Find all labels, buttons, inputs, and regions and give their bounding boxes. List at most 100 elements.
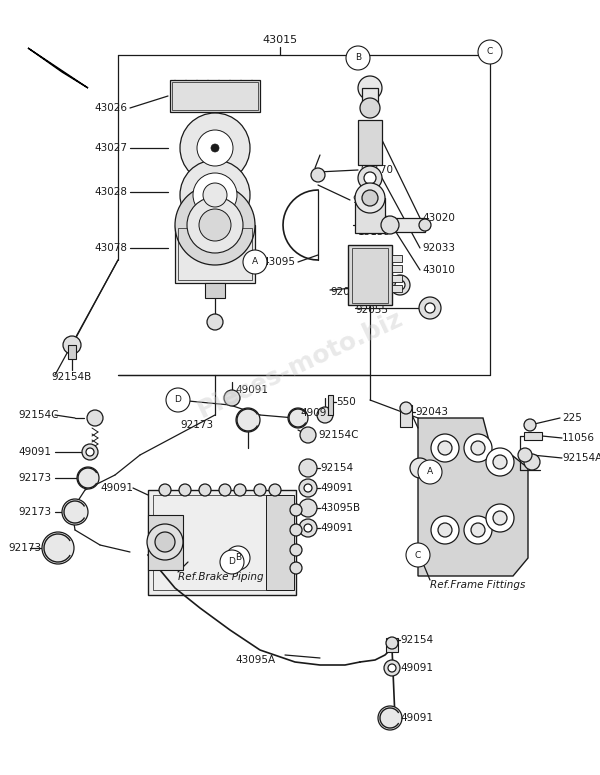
Circle shape xyxy=(419,297,441,319)
Bar xyxy=(400,405,412,427)
Circle shape xyxy=(87,410,103,426)
Circle shape xyxy=(179,484,191,496)
Circle shape xyxy=(486,504,514,532)
Circle shape xyxy=(197,130,233,166)
Text: 225: 225 xyxy=(562,413,582,423)
Text: 92154B: 92154B xyxy=(52,372,92,382)
Text: 43020: 43020 xyxy=(422,213,455,223)
Circle shape xyxy=(243,250,267,274)
Circle shape xyxy=(478,40,502,64)
Circle shape xyxy=(493,511,507,525)
Bar xyxy=(148,490,296,595)
Bar xyxy=(328,395,333,415)
Bar xyxy=(348,245,392,305)
Text: 43028: 43028 xyxy=(94,187,127,197)
Bar xyxy=(170,80,260,112)
Circle shape xyxy=(159,484,171,496)
Circle shape xyxy=(290,562,302,574)
Circle shape xyxy=(299,479,317,497)
Circle shape xyxy=(299,519,317,537)
Bar xyxy=(172,82,258,110)
Text: 13159: 13159 xyxy=(358,227,391,237)
Circle shape xyxy=(400,402,412,414)
Circle shape xyxy=(388,664,396,672)
Text: 43015: 43015 xyxy=(262,35,298,45)
Text: C: C xyxy=(487,47,493,57)
Bar xyxy=(362,88,378,108)
Text: 49091: 49091 xyxy=(400,663,433,673)
Text: Ref.Frame Fittings: Ref.Frame Fittings xyxy=(430,580,526,590)
Circle shape xyxy=(147,524,183,560)
Circle shape xyxy=(155,532,175,552)
Text: 92173: 92173 xyxy=(18,473,51,483)
Text: 49091: 49091 xyxy=(100,483,133,493)
Bar xyxy=(175,225,255,283)
Circle shape xyxy=(362,190,378,206)
Text: Pieces-moto.biz: Pieces-moto.biz xyxy=(193,306,407,422)
Circle shape xyxy=(418,460,442,484)
Circle shape xyxy=(518,448,532,462)
Circle shape xyxy=(311,168,325,182)
Bar xyxy=(68,345,76,359)
Circle shape xyxy=(82,444,98,460)
Circle shape xyxy=(425,303,435,313)
Circle shape xyxy=(226,546,250,570)
Text: 92173: 92173 xyxy=(18,507,51,517)
Circle shape xyxy=(224,390,240,406)
Text: 49091: 49091 xyxy=(18,447,51,457)
Circle shape xyxy=(524,419,536,431)
Circle shape xyxy=(358,166,382,190)
Text: 49091: 49091 xyxy=(320,483,353,493)
Circle shape xyxy=(42,532,74,564)
Circle shape xyxy=(346,46,370,70)
Text: 92154A: 92154A xyxy=(562,453,600,463)
Text: 92173: 92173 xyxy=(180,420,213,430)
Circle shape xyxy=(193,173,237,217)
Circle shape xyxy=(395,280,405,290)
Circle shape xyxy=(381,216,399,234)
Text: 92154: 92154 xyxy=(400,635,433,645)
Text: 49091: 49091 xyxy=(235,385,268,395)
Circle shape xyxy=(464,434,492,462)
Circle shape xyxy=(431,516,459,544)
Circle shape xyxy=(317,407,333,423)
Circle shape xyxy=(358,76,382,100)
Bar xyxy=(153,495,291,590)
Circle shape xyxy=(62,499,88,525)
Text: 92033: 92033 xyxy=(422,243,455,253)
Circle shape xyxy=(199,484,211,496)
Circle shape xyxy=(431,434,459,462)
Circle shape xyxy=(386,637,398,649)
Text: 43078: 43078 xyxy=(94,243,127,253)
Circle shape xyxy=(290,544,302,556)
Text: 92170: 92170 xyxy=(352,195,385,205)
Bar xyxy=(390,218,425,232)
Bar xyxy=(386,638,398,652)
Circle shape xyxy=(355,183,385,213)
Text: 92154: 92154 xyxy=(320,463,353,473)
Text: 92154C: 92154C xyxy=(18,410,59,420)
Circle shape xyxy=(269,484,281,496)
Text: 43095: 43095 xyxy=(262,257,295,267)
Text: 49091: 49091 xyxy=(400,713,433,723)
Text: 92043: 92043 xyxy=(415,407,448,417)
Circle shape xyxy=(464,516,492,544)
Text: C: C xyxy=(415,550,421,560)
Text: 43095A: 43095A xyxy=(235,655,275,665)
Bar xyxy=(524,432,542,440)
Text: 43010: 43010 xyxy=(422,265,455,275)
Bar xyxy=(392,265,402,272)
Circle shape xyxy=(360,98,380,118)
Circle shape xyxy=(180,113,250,183)
Circle shape xyxy=(175,185,255,265)
Circle shape xyxy=(524,454,540,470)
Circle shape xyxy=(180,160,250,230)
Circle shape xyxy=(364,172,376,184)
Circle shape xyxy=(86,448,94,456)
Circle shape xyxy=(406,543,430,567)
Circle shape xyxy=(203,183,227,207)
Circle shape xyxy=(304,524,312,532)
Text: 92033A: 92033A xyxy=(330,287,370,297)
Bar xyxy=(392,255,402,262)
Bar xyxy=(352,248,388,303)
